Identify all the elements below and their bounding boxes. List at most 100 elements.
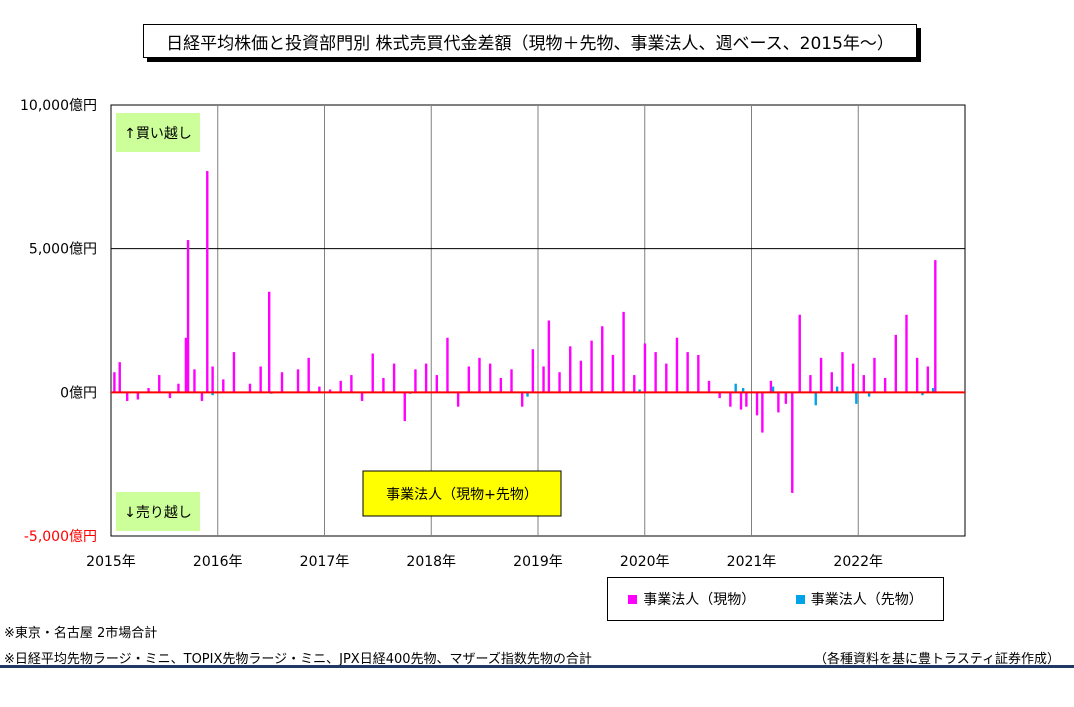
legend-swatch-spot — [628, 594, 638, 604]
bar-spot — [424, 363, 428, 393]
bar-futures — [211, 392, 214, 396]
bar-spot — [542, 366, 545, 393]
y-tick-label: -5,000億円 — [24, 529, 97, 545]
bar-spot — [862, 375, 865, 393]
x-tick-label: 2016年 — [193, 554, 243, 570]
legend-item-spot: 事業法人（現物） — [628, 589, 755, 609]
x-tick-label: 2022年 — [833, 554, 883, 570]
bar-spot — [809, 375, 812, 393]
bar-spot — [126, 392, 129, 401]
bar-spot — [569, 346, 572, 393]
bar-spot — [769, 380, 773, 393]
bar-spot — [307, 357, 310, 393]
bar-spot — [926, 366, 930, 393]
bar-spot — [435, 375, 438, 393]
bar-futures — [526, 392, 529, 397]
bar-spot — [456, 392, 460, 407]
bar-spot — [590, 340, 593, 393]
bar-spot — [360, 392, 364, 401]
bar-spot — [510, 369, 513, 393]
bar-spot — [296, 369, 300, 393]
bar-spot — [318, 386, 321, 393]
bar-spot — [718, 392, 721, 399]
bar-futures — [734, 383, 737, 393]
legend-label-spot: 事業法人（現物） — [643, 592, 756, 608]
bar-spot — [118, 362, 121, 393]
bar-spot — [729, 392, 732, 407]
bar-spot — [222, 379, 225, 393]
bar-spot — [784, 392, 788, 404]
bar-spot — [186, 240, 190, 393]
bar-futures — [835, 386, 839, 393]
y-tick-label: 5,000億円 — [29, 242, 97, 258]
bar-spot — [113, 372, 116, 393]
bar-spot — [579, 360, 583, 393]
bar-spot — [467, 366, 471, 393]
bar-spot — [745, 392, 748, 407]
bar-spot — [184, 337, 188, 393]
bar-spot — [791, 392, 794, 493]
bar-spot — [643, 343, 647, 393]
bar-spot — [915, 357, 919, 393]
bar-spot — [147, 388, 150, 393]
bar-futures — [867, 392, 871, 397]
bar-spot — [392, 363, 396, 393]
bar-spot — [654, 352, 657, 393]
x-tick-label: 2021年 — [727, 554, 777, 570]
bar-spot — [414, 369, 417, 393]
bar-futures — [638, 389, 641, 393]
bar-spot — [158, 375, 161, 393]
bar-spot — [665, 363, 668, 393]
bar-spot — [267, 291, 271, 393]
bar-spot — [193, 369, 196, 393]
bar-spot — [819, 357, 823, 393]
bar-spot — [350, 375, 353, 393]
bar-spot — [248, 383, 252, 393]
bar-spot — [531, 349, 535, 393]
bar-spot — [841, 352, 844, 393]
buy-annotation: ↑買い越し — [124, 126, 192, 142]
x-tick-label: 2015年 — [86, 554, 136, 570]
bar-spot — [520, 392, 524, 407]
x-tick-label: 2020年 — [620, 554, 670, 570]
bar-spot — [328, 389, 332, 393]
buy-annotation-box — [116, 113, 200, 152]
bar-spot — [622, 311, 625, 393]
bar-spot — [697, 354, 700, 393]
bar-spot — [830, 372, 833, 393]
bar-futures — [921, 392, 924, 396]
bar-spot — [136, 392, 140, 400]
bar-spot — [894, 334, 898, 393]
x-tick-label: 2018年 — [406, 554, 456, 570]
chart-title: 日経平均株価と投資部門別 株式売買代金差額（現物＋先物、事業法人、週ベース、20… — [143, 24, 917, 58]
bar-futures — [814, 392, 817, 406]
bar-spot — [403, 392, 406, 422]
bar-spot — [339, 380, 342, 393]
bar-spot — [851, 363, 855, 393]
bar-spot — [232, 352, 236, 393]
x-tick-label: 2019年 — [513, 554, 563, 570]
bar-spot — [686, 352, 689, 393]
bar-spot — [259, 366, 262, 393]
bar-spot — [488, 363, 492, 393]
bar-spot — [777, 392, 780, 413]
source-note: （各種資料を基に豊トラスティ証券作成） — [814, 652, 1060, 667]
bar-spot — [382, 377, 385, 393]
bar-futures — [771, 386, 775, 393]
bar-futures — [741, 388, 745, 393]
series-label-box — [362, 470, 562, 517]
bar-spot — [371, 353, 374, 393]
y-tick-label: 0億円 — [60, 385, 97, 401]
note-futures: ※日経平均先物ラージ・ミニ、TOPIX先物ラージ・ミニ、JPX日経400先物、マ… — [4, 652, 592, 667]
legend-label-futures: 事業法人（先物） — [810, 592, 923, 608]
note-markets: ※東京・名古屋 2市場合計 — [4, 626, 158, 641]
bar-spot — [499, 377, 503, 393]
bar-spot — [168, 392, 172, 399]
bar-spot — [675, 337, 679, 393]
bar-spot — [601, 326, 604, 393]
bar-spot — [883, 377, 887, 393]
sell-annotation: ↓売り越し — [124, 505, 192, 521]
bar-spot — [478, 357, 481, 393]
bar-spot — [798, 314, 801, 393]
